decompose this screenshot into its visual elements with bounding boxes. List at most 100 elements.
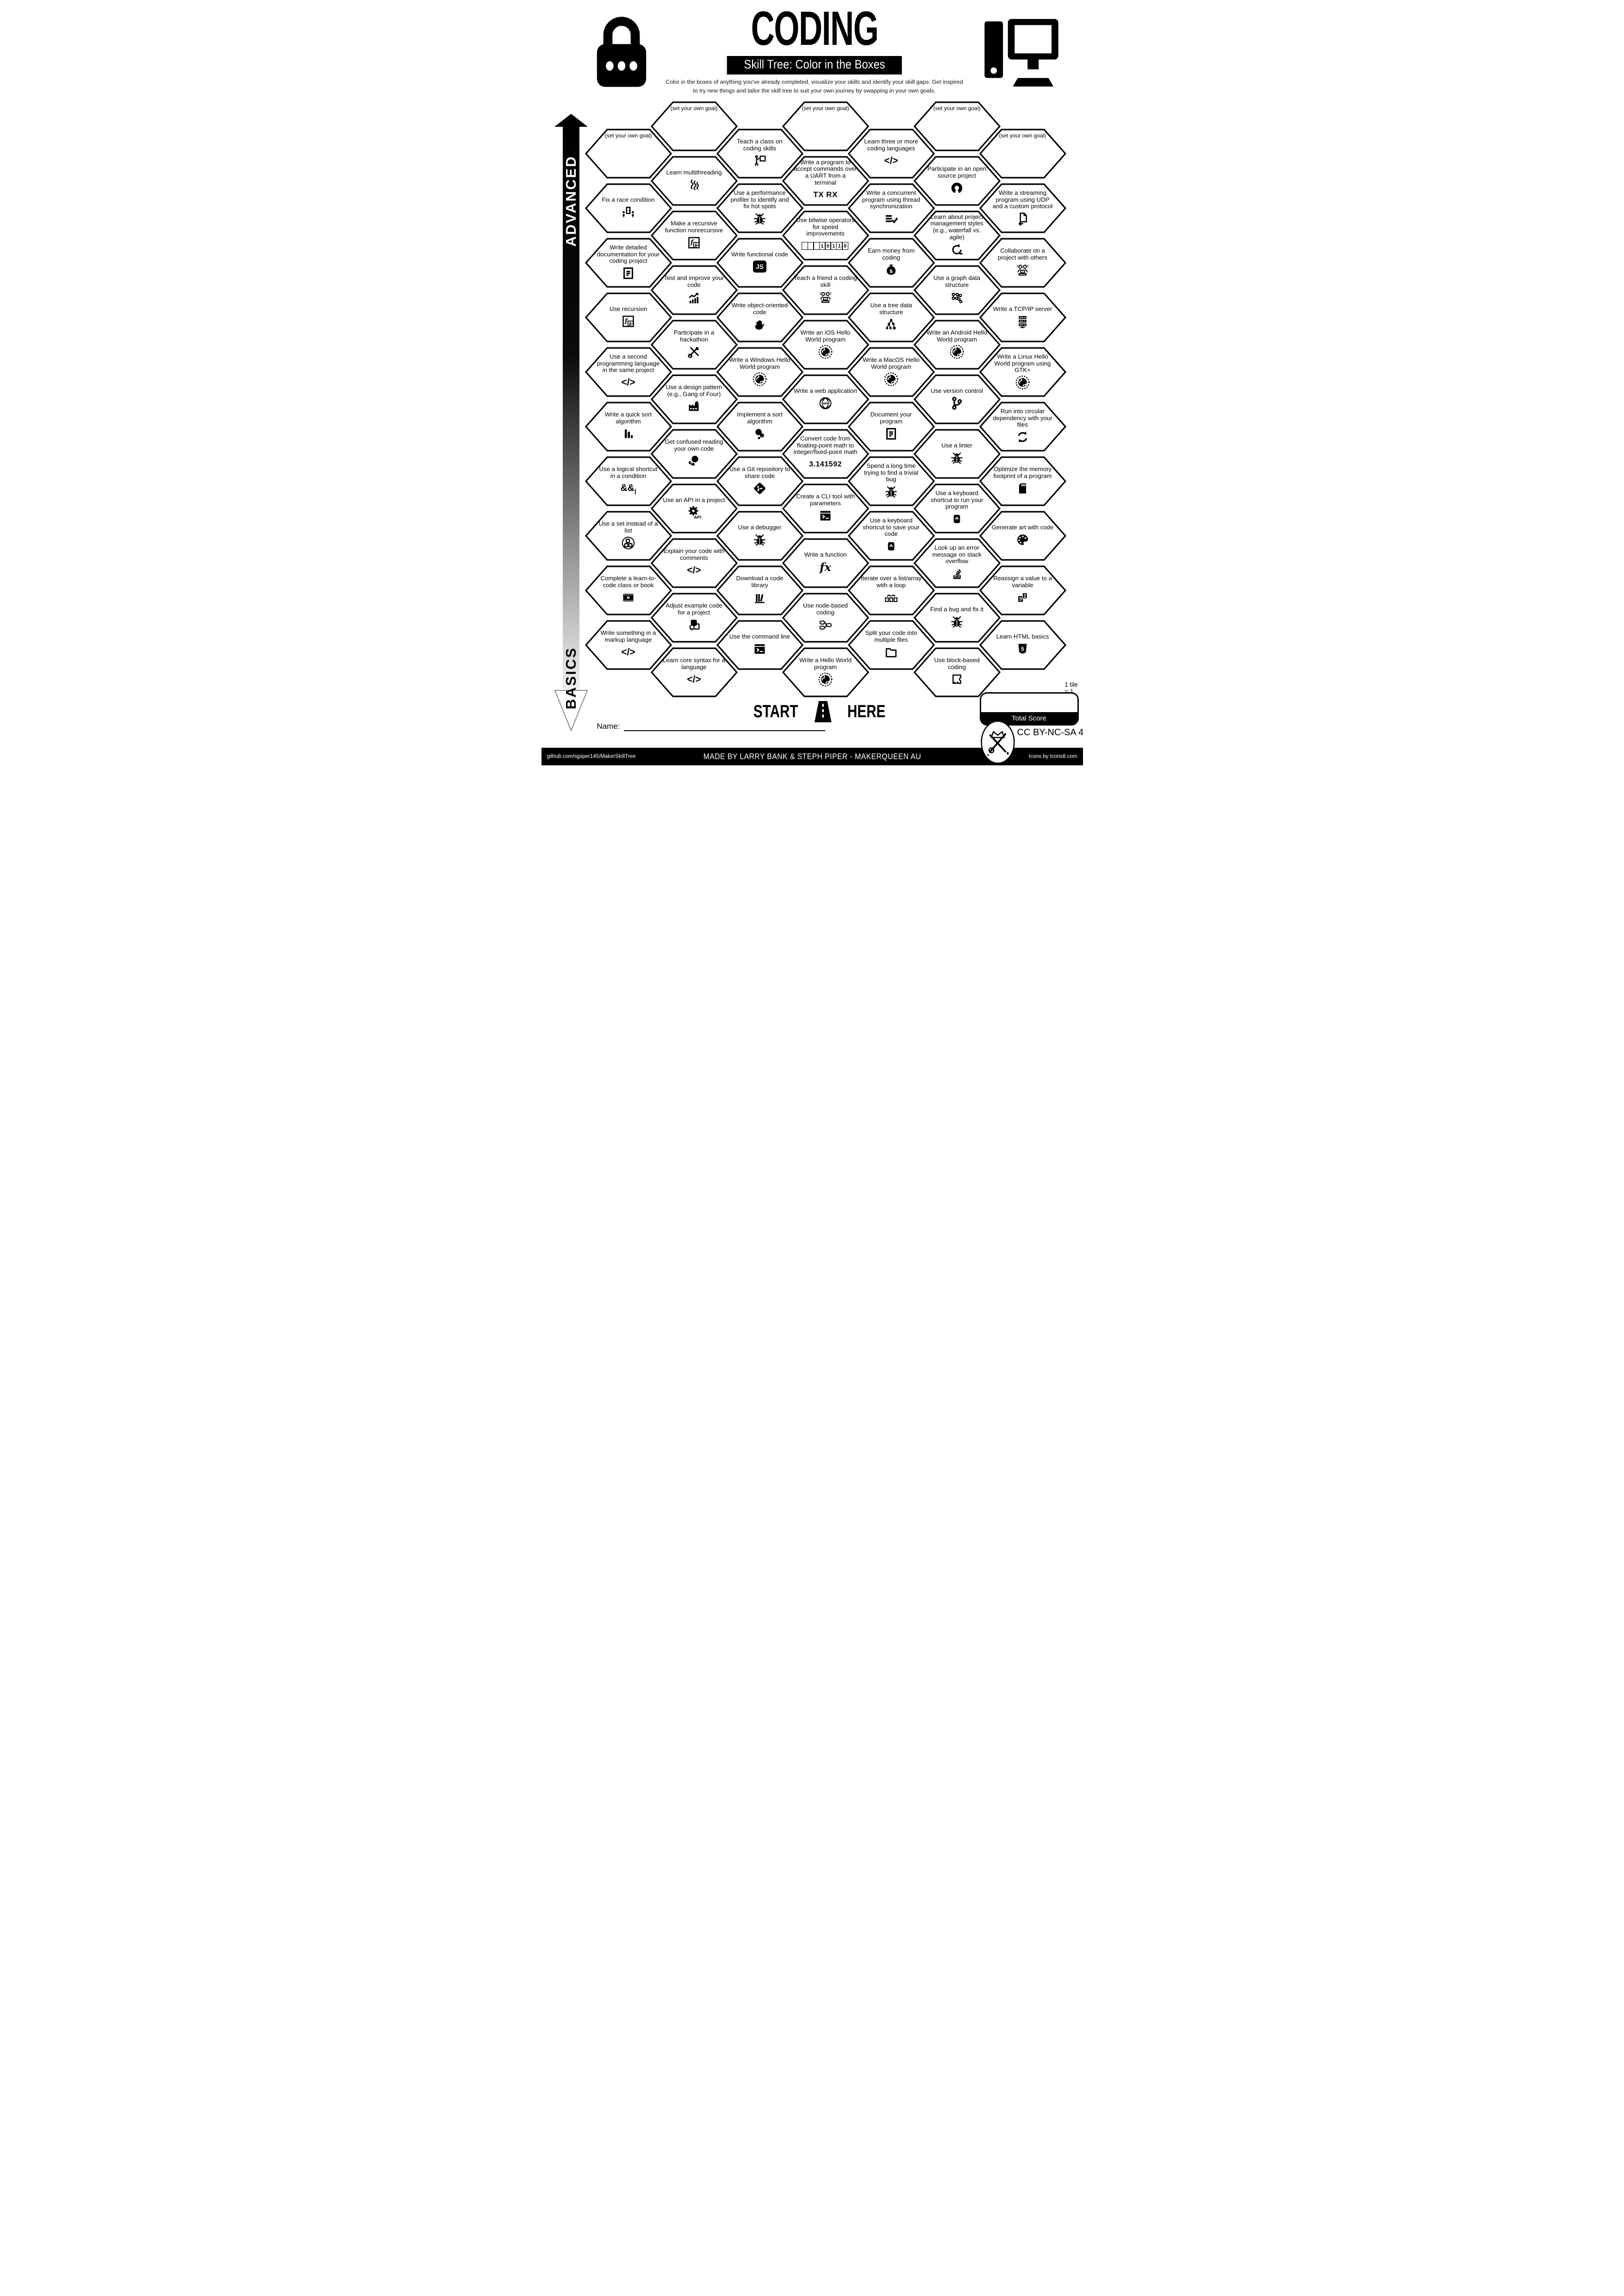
key-icon <box>949 511 964 527</box>
hex-tile[interactable]: (set your own goal) <box>913 101 1001 151</box>
hex-tile[interactable]: Use a keyboard shortcut to save your cod… <box>847 511 935 561</box>
hex-tile[interactable]: Create a CLI tool with parameters <box>782 484 869 534</box>
hex-tile[interactable]: Use bitwise operators for speed improvem… <box>782 211 869 261</box>
hex-tile[interactable]: Generate art with code <box>979 511 1066 561</box>
hex-tile[interactable]: Use a set instead of a list <box>585 511 672 561</box>
hex-tile[interactable]: Write a MacOS Hello World program <box>847 347 935 397</box>
hex-tile[interactable]: Iterate over a list/array with a loop <box>847 565 935 615</box>
hex-tile[interactable]: Write a TCP/IP server <box>979 292 1066 342</box>
hex-tile[interactable]: Use a performance profiler to identify a… <box>716 183 803 233</box>
hex-tile[interactable]: Download a code library <box>716 565 803 615</box>
hex-tile[interactable]: Learn core syntax for a language </> <box>650 647 738 697</box>
hex-tile[interactable]: Write a streaming program using UDP and … <box>979 183 1066 233</box>
hex-tile[interactable]: Use a second programming language in the… <box>585 347 672 397</box>
hex-tile[interactable]: Teach a class on coding skills <box>716 129 803 179</box>
hex-tile[interactable]: Use a graph data structure <box>913 265 1001 315</box>
hex-tile[interactable]: Convert code from floating-point math to… <box>782 429 869 479</box>
hexagon-outline <box>979 183 1066 233</box>
hex-tile[interactable]: Use a keyboard shortcut to run your prog… <box>913 484 1001 534</box>
hex-tile[interactable]: Use recursion f f <box>585 292 672 342</box>
hex-tile[interactable]: Spend a long time trying to find a trivi… <box>847 456 935 506</box>
hex-tile[interactable]: (set your own goal) <box>782 101 869 151</box>
hex-tile[interactable]: Write detailed documentation for your co… <box>585 238 672 288</box>
svg-text:f: f <box>690 239 694 246</box>
hex-tile[interactable]: Fix a race condition <box>585 183 672 233</box>
hex-tile[interactable]: Use version control <box>913 374 1001 424</box>
hex-tile[interactable]: Explain your code with comments </> <box>650 538 738 588</box>
hex-tile[interactable]: Write something in a markup language </> <box>585 620 672 670</box>
hex-tile[interactable]: Optimize the memory footprint of a progr… <box>979 456 1066 506</box>
hex-tile[interactable]: Write a function fx <box>782 538 869 588</box>
description-line-2: to try new things and tailor the skill t… <box>693 87 936 94</box>
hex-tile[interactable]: Use a debugger <box>716 511 803 561</box>
hex-tile[interactable]: Write a concurrent program using thread … <box>847 183 935 233</box>
hex-tile[interactable]: Write a Hello World program <box>782 647 869 697</box>
hexagon-outline <box>782 156 869 206</box>
hex-tile[interactable]: Collaborate on a project with others <box>979 238 1066 288</box>
hex-tile[interactable]: Learn three or more coding languages </> <box>847 129 935 179</box>
hexagon-outline <box>782 211 869 261</box>
code-tag-icon: </> <box>687 674 701 685</box>
svg-text:www: www <box>821 401 830 405</box>
hex-tile[interactable]: Learn HTML basics 5 <box>979 620 1066 670</box>
hex-label: Use version control <box>931 387 983 394</box>
terminal-icon <box>818 508 833 524</box>
hex-tile[interactable]: Find a bug and fix it <box>913 593 1001 643</box>
pi-number-icon: 3.141592 <box>809 460 842 468</box>
hex-tile[interactable]: Write a Windows Hello World program <box>716 347 803 397</box>
hex-tile[interactable]: Split your code into multiple files <box>847 620 935 670</box>
hex-tile[interactable]: Complete a learn-to-code class or book <box>585 565 672 615</box>
hex-tile[interactable]: Run into circular dependency with your f… <box>979 402 1066 452</box>
hex-tile[interactable]: Reassign a value to a variable 5 2 <box>979 565 1066 615</box>
hex-tile[interactable]: Write a quick sort algorithm <box>585 402 672 452</box>
hex-tile[interactable]: Look up an error message on stack overfl… <box>913 538 1001 588</box>
hex-tile[interactable]: Write functional code JS <box>716 238 803 288</box>
factory-icon <box>686 399 702 415</box>
hex-tile[interactable]: Write a Linux Hello World program using … <box>979 347 1066 397</box>
hex-tile[interactable]: Learn about project management styles (e… <box>913 211 1001 261</box>
hex-tile[interactable]: Write a program to accept commands over … <box>782 156 869 206</box>
hex-tile[interactable]: Use an API in a project API <box>650 484 738 534</box>
hex-label: Use a debugger <box>738 523 782 531</box>
hex-tile[interactable]: Use a tree data structure <box>847 292 935 342</box>
hex-label: Use a keyboard shortcut to run your prog… <box>930 490 983 510</box>
hex-tile[interactable]: Participate in an open source project <box>913 156 1001 206</box>
hex-tile[interactable]: Use the command line <box>716 620 803 670</box>
hex-tile[interactable]: Write object-oriented code <box>716 292 803 342</box>
hex-tile[interactable]: Use a Git repository to share code <box>716 456 803 506</box>
hex-tile[interactable]: Earn money from coding $ <box>847 238 935 288</box>
hex-tile[interactable]: Use a linter <box>913 429 1001 479</box>
hex-tile[interactable]: Use block-based coding <box>913 647 1001 697</box>
hex-tile[interactable]: Write an Android Hello World program <box>913 320 1001 370</box>
txrx-icon: TX RX <box>813 190 838 199</box>
hex-tile[interactable]: Participate in a hackathon <box>650 320 738 370</box>
hexagon-outline <box>979 402 1066 452</box>
hex-tile[interactable]: Adjust example code for a project <box>650 593 738 643</box>
hex-label: Write an Android Hello World program <box>927 329 987 343</box>
hexagon-outline <box>650 429 738 479</box>
hex-tile[interactable]: Use a design pattern (e.g., Gang of Four… <box>650 374 738 424</box>
agile-loop-icon <box>949 242 964 257</box>
hex-tile[interactable]: Get confused reading your own code <box>650 429 738 479</box>
hexagon-outline <box>913 538 1001 588</box>
hex-tile[interactable]: (set your own goal) <box>585 129 672 179</box>
hex-tile[interactable]: Make a recursive function nonrecursive f f <box>650 211 738 261</box>
hex-tile[interactable]: Learn multithreading <box>650 156 738 206</box>
hex-tile[interactable]: Teach a friend a coding skill <box>782 265 869 315</box>
footer-icons-credit[interactable]: Icons by Icons8.com <box>1028 754 1077 759</box>
code-tag-icon: </> <box>621 646 635 658</box>
hex-tile[interactable]: Document your program <box>847 402 935 452</box>
score-entry-area[interactable] <box>981 694 1077 712</box>
hexagon-outline <box>716 183 803 233</box>
hex-tile[interactable]: Write an iOS Hello World program <box>782 320 869 370</box>
hex-tile[interactable]: Use node-based coding <box>782 593 869 643</box>
hex-tile[interactable]: Test and improve your code <box>650 265 738 315</box>
hex-label: Write a function <box>804 551 847 558</box>
name-input-line[interactable] <box>623 723 825 731</box>
hex-tile[interactable]: Use a logical shortcut in a condition &&| <box>585 456 672 506</box>
hex-tile[interactable]: (set your own goal) <box>650 101 738 151</box>
hex-tile[interactable]: (set your own goal) <box>979 129 1066 179</box>
hex-tile[interactable]: Write a web application www <box>782 374 869 424</box>
footer-repo-link[interactable]: github.com/sjpiper145/MakerSkillTree <box>547 754 636 759</box>
hex-tile[interactable]: Implement a sort algorithm <box>716 402 803 452</box>
